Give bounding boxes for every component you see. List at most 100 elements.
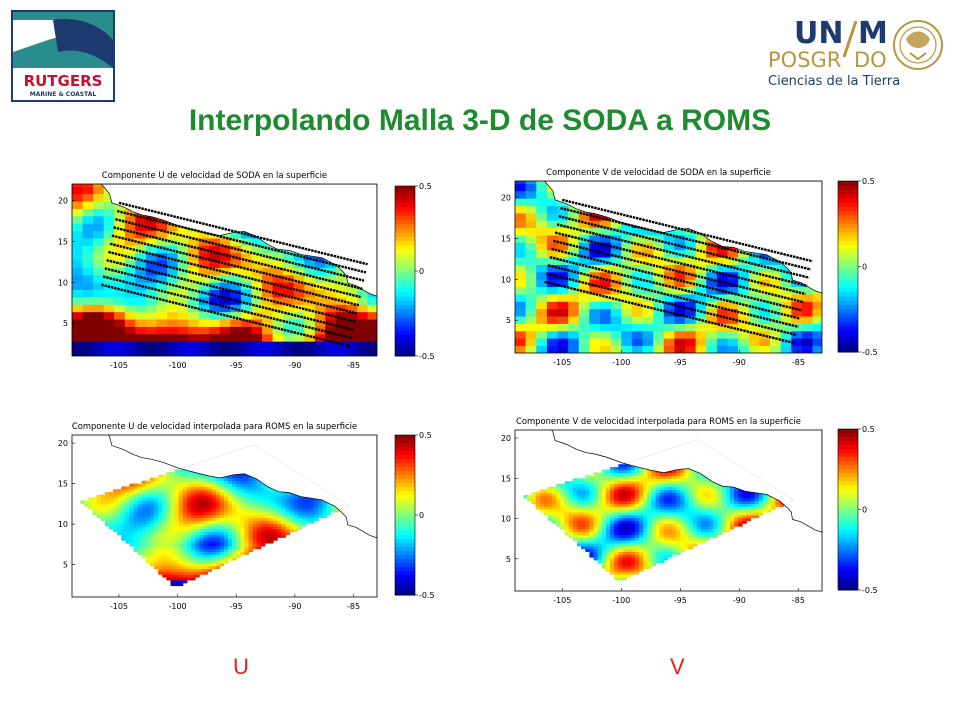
heatmap-cell [178,557,184,561]
heatmap-cell [738,279,750,288]
heatmap-cell [705,523,710,527]
heatmap-cell [713,495,718,499]
heatmap-cell [630,512,636,516]
heatmap-cell [223,551,229,555]
heatmap-cell [589,242,601,251]
heatmap-cell [622,467,627,471]
heatmap-cell [779,503,785,507]
heatmap-cell [696,514,702,519]
heatmap-cell [775,503,780,507]
heatmap-cell [515,286,527,295]
x-tick-label: -105 [110,602,128,611]
heatmap-cell [706,338,718,347]
heatmap-cell [167,341,178,350]
colorbar-tick-label: 0 [419,267,424,276]
heatmap-cell [748,338,760,347]
heatmap-cell [706,308,718,317]
heatmap-cell [240,531,245,536]
heatmap-cell [269,534,274,538]
heatmap-cell [515,338,527,347]
heatmap-cell [721,523,727,527]
heatmap-cell [145,245,157,254]
heatmap-cell [601,483,607,488]
heatmap-cell [236,503,241,507]
heatmap-cell [548,495,553,499]
heatmap-cell [285,503,291,507]
heatmap-cell [215,511,221,516]
heatmap-cell [631,264,643,273]
heatmap-cell [667,529,673,533]
heatmap-cell [114,348,126,356]
heatmap-cell [630,571,636,575]
heatmap-cell [638,545,644,550]
heatmap-cell [199,540,204,544]
heatmap-cell [618,526,623,530]
heatmap-cell [219,543,225,547]
heatmap-cell [92,511,98,516]
heatmap-cell [191,480,196,484]
heatmap-cell [248,509,254,513]
heatmap-cell [605,526,611,530]
heatmap-cell [614,568,619,572]
heatmap-cell [156,289,168,298]
heatmap-cell [605,509,611,513]
heatmap-cell [236,486,241,490]
heatmap-cell [653,264,665,273]
heatmap-cell [191,475,196,479]
heatmap-cell [182,483,188,487]
x-tick-label: -85 [792,596,805,605]
heatmap-cell [264,511,270,516]
heatmap-cell [750,495,756,499]
heatmap-cell [531,498,537,502]
heatmap-cell [676,475,681,479]
heatmap-cell [663,523,669,527]
heatmap-cell [564,529,570,533]
heatmap-cell [133,528,139,533]
heatmap-cell [672,506,677,510]
heatmap-cell [767,506,772,510]
heatmap-cell [124,223,136,232]
heatmap-cell [643,481,648,485]
heatmap-cell [230,311,242,320]
heatmap-cell [515,316,527,324]
x-tick-label: -90 [733,596,746,605]
heatmap-cell [642,279,654,288]
heatmap-cell [672,512,677,516]
heatmap-cell [610,557,615,561]
heatmap-cell [647,543,652,547]
heatmap-cell [209,252,221,261]
heatmap-cell [162,534,167,538]
heatmap-cell [653,316,665,324]
heatmap-cell [203,543,208,547]
heatmap-cell [700,481,706,485]
heatmap-cell [186,540,192,544]
heatmap-cell [219,517,225,521]
heatmap-cell [283,341,295,350]
heatmap-cell [251,326,263,335]
heatmap-cell [638,554,644,558]
heatmap-cell [203,528,208,533]
heatmap-cell [162,568,167,572]
heatmap-cell [113,526,118,530]
heatmap-cell [195,514,200,519]
heatmap-cell [301,523,307,527]
heatmap-cell [170,511,176,516]
heatmap-cell [593,472,599,476]
heatmap-cell [310,503,315,507]
heatmap-cell [759,294,771,302]
heatmap-cell [653,330,665,339]
heatmap-cell [695,242,707,251]
heatmap-cell [543,489,549,493]
heatmap-cell [659,489,665,493]
heatmap-cell [174,562,180,567]
heatmap-cell [642,257,654,265]
heatmap-cell [727,338,739,347]
heatmap-cell [156,274,168,283]
heatmap-cell [685,286,697,295]
heatmap-cell [281,492,286,496]
heatmap-cell [121,526,126,530]
heatmap-cell [696,495,702,499]
heatmap-cell [297,511,303,516]
heatmap-cell [593,548,599,552]
heatmap-cell [560,483,565,488]
